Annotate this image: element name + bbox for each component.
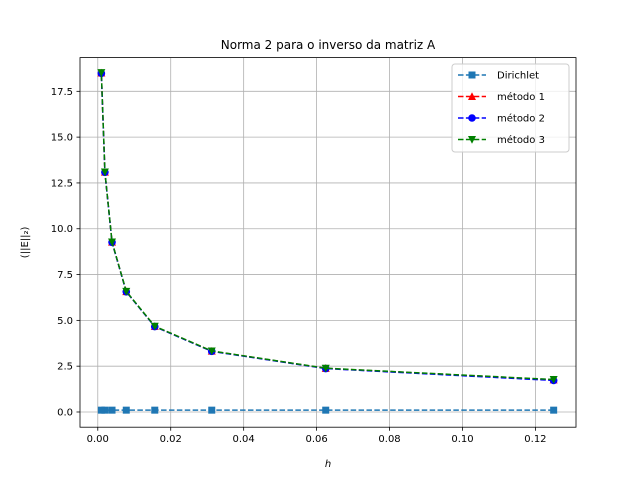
y-tick-label: 10.0	[51, 224, 73, 235]
y-axis-label: (||E||₂)	[20, 226, 31, 258]
legend-items: Dirichlet método 1 método 2 método 3	[458, 71, 545, 146]
data-point	[208, 406, 216, 414]
legend-item: método 3	[458, 134, 545, 146]
data-point	[108, 238, 117, 247]
y-tick-label: 0.0	[57, 407, 73, 418]
data-point	[321, 364, 330, 373]
legend-label: método 1	[497, 91, 545, 103]
legend-item: Dirichlet	[458, 71, 539, 82]
data-point	[549, 376, 558, 384]
x-tick-label: 0.12	[524, 434, 546, 445]
x-axis-ticks: 0.00 0.02 0.04 0.06 0.08 0.10 0.12	[87, 427, 547, 445]
legend-label: método 2	[497, 113, 545, 125]
legend-marker	[468, 136, 476, 144]
legend-box	[451, 63, 570, 153]
data-point	[151, 406, 159, 414]
legend-item: método 1	[458, 91, 545, 103]
x-tick-label: 0.04	[233, 434, 255, 445]
y-tick-label: 17.5	[51, 87, 73, 98]
x-tick-label: 0.10	[451, 434, 473, 445]
data-point	[322, 406, 330, 414]
data-point	[207, 347, 216, 356]
y-tick-label: 2.5	[57, 362, 73, 373]
data-point	[122, 406, 130, 414]
x-tick-label: 0.02	[160, 434, 182, 445]
legend-marker	[468, 71, 476, 79]
data-point	[101, 406, 109, 414]
legend-marker	[468, 114, 476, 122]
data-point	[550, 406, 558, 414]
legend-item: método 2	[458, 113, 545, 125]
series-4	[97, 69, 558, 384]
series-layer	[97, 68, 558, 414]
y-tick-label: 12.5	[51, 178, 73, 189]
y-tick-label: 15.0	[51, 133, 73, 144]
x-tick-label: 0.06	[305, 434, 327, 445]
plot-frame	[79, 57, 577, 428]
legend: Dirichlet método 1 método 2 método 3	[451, 63, 570, 153]
legend-marker	[468, 92, 476, 100]
data-point	[150, 322, 159, 331]
x-tick-label: 0.00	[87, 434, 109, 445]
data-point	[108, 406, 116, 414]
x-tick-label: 0.08	[378, 434, 400, 445]
legend-label: método 3	[497, 134, 545, 146]
data-point	[100, 168, 109, 177]
y-tick-label: 7.5	[57, 270, 73, 281]
data-point	[97, 69, 106, 77]
x-axis-label: h	[325, 459, 331, 470]
series-1	[97, 406, 558, 414]
data-point	[97, 406, 105, 414]
y-tick-label: 5.0	[57, 316, 73, 327]
series-line	[100, 72, 554, 381]
y-axis-ticks: 0.0 2.5 5.0 7.5 10.0 12.5 15.0 17.5	[51, 87, 80, 418]
grid-lines	[80, 57, 576, 428]
legend-label: Dirichlet	[497, 71, 539, 82]
data-point	[122, 287, 131, 296]
chart-title: Norma 2 para o inverso da matriz A	[221, 38, 436, 52]
